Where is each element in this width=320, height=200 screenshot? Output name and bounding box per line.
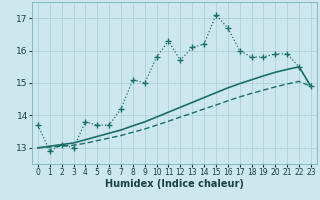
X-axis label: Humidex (Indice chaleur): Humidex (Indice chaleur) (105, 179, 244, 189)
